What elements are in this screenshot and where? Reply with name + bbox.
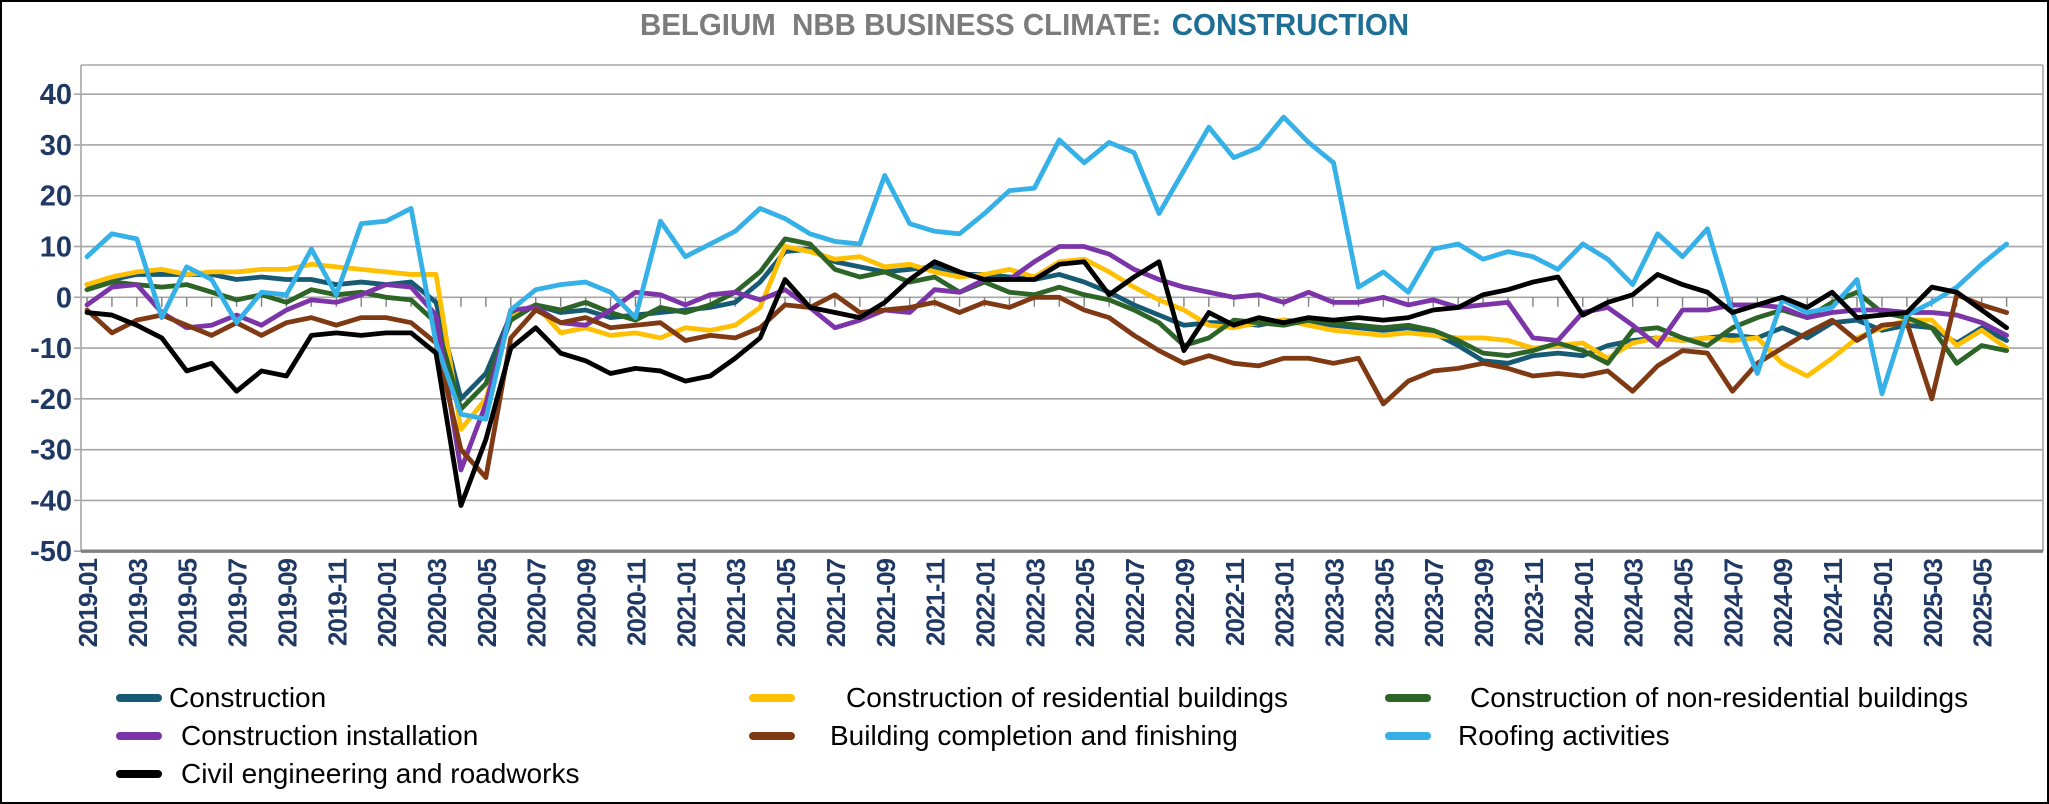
x-tick-label: 2023-01 (1270, 558, 1300, 647)
x-tick-label: 2024-01 (1569, 558, 1599, 647)
x-tick-label: 2025-05 (1968, 558, 1998, 647)
y-tick-label: -10 (30, 333, 72, 365)
x-tick-label: 2023-09 (1469, 558, 1499, 647)
legend-item-construction: Construction (116, 681, 326, 715)
y-tick-label: 10 (40, 232, 72, 264)
x-tick-label: 2020-03 (422, 558, 452, 647)
legend-swatch-residential (749, 694, 795, 702)
x-tick-label: 2019-09 (272, 558, 302, 647)
series-line-civil-engineering-and-roadworks (84, 259, 2010, 508)
axes (74, 93, 2008, 553)
legend-item-civil-engineering: Civil engineering and roadworks (116, 757, 579, 791)
x-tick-label: 2024-07 (1718, 558, 1748, 647)
series-line-roofing-activities (84, 114, 2010, 422)
legend-label: Construction of residential buildings (846, 682, 1289, 713)
y-tick-label: 30 (40, 130, 72, 162)
x-tick-label: 2022-09 (1170, 558, 1200, 647)
y-tick-label: -50 (30, 536, 72, 568)
legend-swatch-construction (116, 694, 162, 702)
x-tick-label: 2021-09 (871, 558, 901, 647)
x-tick-label: 2024-03 (1619, 558, 1649, 647)
y-tick-label: -30 (30, 435, 72, 467)
x-tick-label: 2019-07 (223, 558, 253, 647)
legend-swatch-civil-engineering (116, 770, 162, 778)
x-tick-label: 2019-11 (322, 558, 352, 646)
x-tick-label: 2021-07 (821, 558, 851, 647)
chart-title: BELGIUM NBB BUSINESS CLIMATE: CONSTRUCTIO… (53, 7, 1996, 43)
x-tick-label: 2021-05 (771, 558, 801, 647)
legend-swatch-installation (116, 732, 162, 740)
legend-item-non-residential: Construction of non-residential building… (1385, 681, 1968, 715)
x-tick-label: 2022-03 (1020, 558, 1050, 647)
x-tick-label: 2023-05 (1369, 558, 1399, 647)
x-tick-label: 2025-01 (1868, 558, 1898, 647)
x-tick-label: 2021-01 (671, 558, 701, 647)
x-tick-label: 2019-05 (173, 558, 203, 647)
legend-label: Building completion and finishing (830, 720, 1238, 751)
x-tick-label: 2022-01 (970, 558, 1000, 647)
x-tick-label: 2019-03 (123, 558, 153, 647)
legend-swatch-completion (749, 732, 795, 740)
x-tick-label: 2024-11 (1818, 558, 1848, 646)
legend-item-installation: Construction installation (116, 719, 478, 753)
y-tick-label: 20 (40, 181, 72, 213)
legend-swatch-non-residential (1385, 694, 1431, 702)
x-tick-label: 2020-09 (572, 558, 602, 647)
y-tick-label: -20 (30, 384, 72, 416)
legend-swatch-roofing (1385, 732, 1431, 740)
x-tick-label: 2020-07 (522, 558, 552, 647)
legend-item-completion: Building completion and finishing (749, 719, 1238, 753)
y-tick-label: 40 (40, 79, 72, 111)
x-tick-label: 2022-07 (1120, 558, 1150, 647)
legend-item-roofing: Roofing activities (1385, 719, 1670, 753)
x-tick-label: 2024-09 (1768, 558, 1798, 647)
x-tick-label: 2020-05 (472, 558, 502, 647)
legend-label: Construction installation (181, 720, 479, 751)
x-tick-label: 2022-05 (1070, 558, 1100, 647)
y-tick-label: 0 (56, 282, 72, 314)
x-tick-label: 2021-11 (921, 558, 951, 646)
chart-title-prefix: BELGIUM NBB BUSINESS CLIMATE: (639, 7, 1162, 42)
legend-label: Construction of non-residential building… (1470, 682, 1969, 713)
x-tick-label: 2022-11 (1220, 558, 1250, 646)
legend-label: Construction (169, 682, 327, 713)
x-tick-label: 2023-07 (1419, 558, 1449, 647)
x-tick-label: 2020-11 (621, 558, 651, 646)
y-tick-label: -40 (30, 485, 72, 517)
x-tick-label: 2023-11 (1519, 558, 1549, 646)
chart-title-highlight: CONSTRUCTION (1171, 7, 1410, 42)
series-line-building-completion-and-finishing (84, 292, 2010, 480)
legend-label: Civil engineering and roadworks (181, 758, 580, 789)
x-tick-label: 2024-05 (1669, 558, 1699, 647)
x-tick-label: 2020-01 (372, 558, 402, 647)
series-line-construction-installation (84, 244, 2010, 473)
x-tick-label: 2021-03 (721, 558, 751, 647)
series-line-construction-of-non-residential-buildings (84, 236, 2010, 412)
series-lines (84, 114, 2010, 508)
x-tick-label: 2025-03 (1918, 558, 1948, 647)
legend-item-residential: Construction of residential buildings (749, 681, 1288, 715)
x-tick-label: 2023-03 (1320, 558, 1350, 647)
x-tick-label: 2019-01 (73, 558, 103, 647)
legend-label: Roofing activities (1458, 720, 1670, 751)
